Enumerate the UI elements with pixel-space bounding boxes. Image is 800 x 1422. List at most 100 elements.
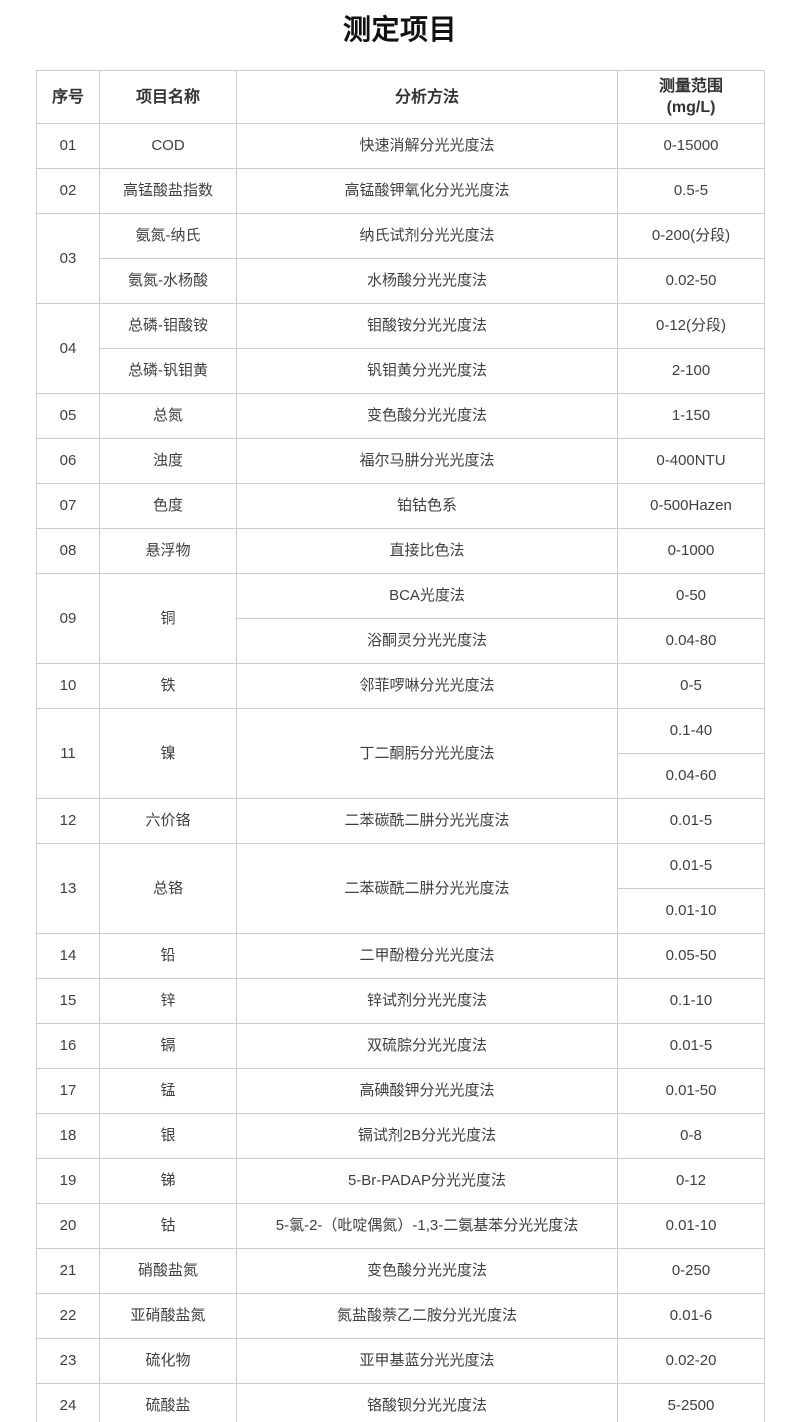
header-range-unit: (mg/L): [666, 99, 716, 116]
table-row: 22 亚硝酸盐氮 氮盐酸萘乙二胺分光光度法 0.01-6: [36, 1293, 765, 1339]
header-range-label: 测量范围: [658, 78, 723, 95]
table-row: 13 总铬 二苯碳酰二肼分光光度法 0.01-5: [36, 843, 765, 934]
item-name-cell: 锰: [99, 1068, 237, 1114]
method-cell: 钼酸铵分光光度法: [236, 303, 618, 349]
method-cell: 邻菲啰啉分光光度法: [236, 663, 618, 709]
method-cell: 钒钼黄分光光度法: [236, 348, 618, 394]
range-cell: 0.5-5: [617, 168, 765, 214]
method-cell: 直接比色法: [236, 528, 618, 574]
range-cell: 0-12: [617, 1158, 765, 1204]
range-cell: 0-15000: [617, 123, 765, 169]
serial-cell: 23: [36, 1338, 100, 1384]
method-cell: 福尔马肼分光光度法: [236, 438, 618, 484]
method-cell: 水杨酸分光光度法: [236, 258, 618, 304]
table-row: 浴酮灵分光光度法 0.04-80: [37, 618, 765, 664]
table-body: 01 COD 快速消解分光光度法 0-15000 02 高锰酸盐指数 高锰酸钾氧化分光光度法…: [36, 123, 765, 1422]
item-name-cell: 悬浮物: [99, 528, 237, 574]
serial-cell: 03: [36, 213, 100, 304]
serial-cell: 19: [36, 1158, 100, 1204]
header-serial: 序号: [36, 70, 100, 124]
method-cell: 氮盐酸萘乙二胺分光光度法: [236, 1293, 618, 1339]
item-name-cell: 钴: [99, 1203, 237, 1249]
range-cell: 0.01-50: [617, 1068, 765, 1114]
serial-cell: 16: [36, 1023, 100, 1069]
range-cell: 0.01-5: [617, 1023, 765, 1069]
method-cell: 铂钴色系: [236, 483, 618, 529]
item-name-cell: 氨氮-纳氏: [99, 213, 237, 259]
item-name-cell: 铅: [99, 933, 237, 979]
range-cell: 0.01-5: [617, 798, 765, 844]
table-row: 23 硫化物 亚甲基蓝分光光度法 0.02-20: [36, 1338, 765, 1384]
method-cell: 锌试剂分光光度法: [236, 978, 618, 1024]
method-cell: BCA光度法: [236, 573, 618, 619]
range-cell: 0-250: [617, 1248, 765, 1294]
item-name-cell: 硝酸盐氮: [99, 1248, 237, 1294]
table-row: 20 钴 5-氯-2-（吡啶偶氮）-1,3-二氨基苯分光光度法 0.01-10: [36, 1203, 765, 1249]
table-row: 21 硝酸盐氮 变色酸分光光度法 0-250: [36, 1248, 765, 1294]
page-title: 测定项目: [342, 14, 457, 45]
item-name-cell: 总磷-钼酸铵: [99, 303, 237, 349]
method-cell: 变色酸分光光度法: [236, 1248, 618, 1294]
table-row: 12 六价铬 二苯碳酰二肼分光光度法 0.01-5: [36, 798, 765, 844]
method-cell: 纳氏试剂分光光度法: [236, 213, 618, 259]
table-row: 05 总氮 变色酸分光光度法 1-150: [36, 393, 765, 439]
method-cell: 二苯碳酰二肼分光光度法: [236, 798, 618, 844]
method-cell: 5-氯-2-（吡啶偶氮）-1,3-二氨基苯分光光度法: [236, 1203, 618, 1249]
item-name-cell: COD: [99, 123, 237, 169]
item-name-cell: 银: [99, 1113, 237, 1159]
serial-cell: 17: [36, 1068, 100, 1114]
item-name-cell: 锑: [99, 1158, 237, 1204]
serial-cell: 22: [36, 1293, 100, 1339]
method-cell: 铬酸钡分光光度法: [236, 1383, 618, 1422]
table-row: 11 镍丁二酮肟分光光度法 0.1-40: [36, 708, 765, 799]
header-method: 分析方法: [236, 70, 618, 124]
range-cell: 2-100: [617, 348, 765, 394]
table-row: 01 COD 快速消解分光光度法 0-15000: [36, 123, 765, 169]
item-name-cell: 总氮: [99, 393, 237, 439]
measurement-items-table: 序号 项目名称 分析方法 测量范围 (mg/L) 01 COD 快速消解分光光度法 0…: [36, 70, 765, 1422]
table-row: 总磷-钒钼黄 钒钼黄分光光度法 2-100: [37, 348, 765, 394]
item-name-cell: 镍: [99, 708, 237, 799]
range-cell: 0.1-40: [617, 708, 765, 754]
item-name-cell: 六价铬: [99, 798, 237, 844]
serial-cell: 12: [36, 798, 100, 844]
range-cell: 0-5: [617, 663, 765, 709]
range-cell: 0-400NTU: [617, 438, 765, 484]
range-cell: 0.01-10: [617, 888, 765, 934]
range-cell: 0-50: [617, 573, 765, 619]
serial-cell: 04: [36, 303, 100, 394]
item-name-cell: 总铬: [99, 843, 237, 934]
item-name-cell: 锌: [99, 978, 237, 1024]
range-cell: 0.02-50: [617, 258, 765, 304]
range-cell: 0.05-50: [617, 933, 765, 979]
method-cell: 变色酸分光光度法: [236, 393, 618, 439]
method-cell: 镉试剂2B分光光度法: [236, 1113, 618, 1159]
method-cell: 高锰酸钾氧化分光光度法: [236, 168, 618, 214]
header-range: 测量范围 (mg/L): [617, 70, 765, 124]
item-name-cell: 硫酸盐: [99, 1383, 237, 1422]
method-cell: 快速消解分光光度法: [236, 123, 618, 169]
method-cell: 丁二酮肟分光光度法: [236, 708, 618, 799]
table-row: 04 总磷-钼酸铵 钼酸铵分光光度法 0-12(分段): [36, 303, 765, 394]
table-row: 09 铜 BCA光度法 0-50: [36, 573, 765, 664]
item-name-cell: 总磷-钒钼黄: [99, 348, 237, 394]
range-cell: 5-2500: [617, 1383, 765, 1422]
item-name-cell: 铜: [99, 573, 237, 664]
table-row: 17 锰高碘酸钾分光光度法 0.01-50: [36, 1068, 765, 1114]
method-cell: 亚甲基蓝分光光度法: [236, 1338, 618, 1384]
serial-cell: 07: [36, 483, 100, 529]
serial-cell: 18: [36, 1113, 100, 1159]
method-cell: 二苯碳酰二肼分光光度法: [236, 843, 618, 934]
table-row: 14 铅二甲酚橙分光光度法 0.05-50: [36, 933, 765, 979]
range-cell: 0.1-10: [617, 978, 765, 1024]
item-name-cell: 高锰酸盐指数: [99, 168, 237, 214]
table-row: 19 锑 5-Br-PADAP分光光度法 0-12: [36, 1158, 765, 1204]
serial-cell: 21: [36, 1248, 100, 1294]
range-cell: 0-8: [617, 1113, 765, 1159]
serial-cell: 01: [36, 123, 100, 169]
serial-cell: 05: [36, 393, 100, 439]
item-name-cell: 铁: [99, 663, 237, 709]
serial-cell: 24: [36, 1383, 100, 1422]
serial-cell: 08: [36, 528, 100, 574]
